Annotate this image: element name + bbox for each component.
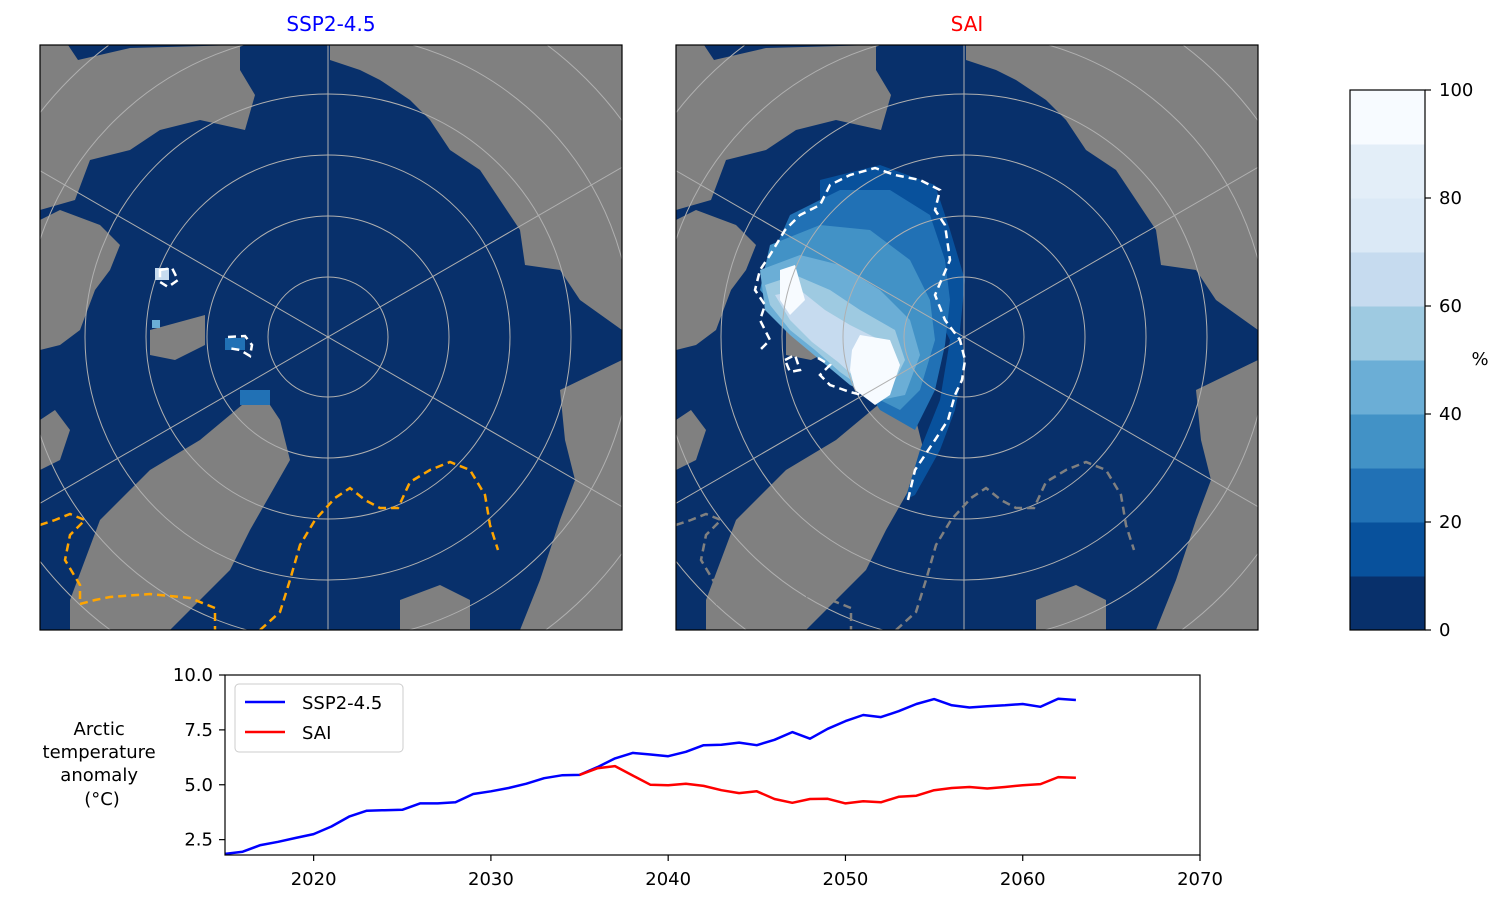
temperature-boundary-contour — [676, 512, 853, 630]
land-canada-west — [40, 210, 120, 350]
colorbar-segment — [1350, 414, 1425, 469]
colorbar-segment — [1350, 522, 1425, 577]
colorbar-segments — [1350, 90, 1425, 631]
x-tick-label: 2060 — [1000, 869, 1046, 890]
ice-band-95 — [780, 265, 900, 405]
y-axis-label: Arctic temperature anomaly (°C) — [43, 719, 162, 810]
y-axis-label-line: temperature — [43, 742, 156, 763]
contours — [676, 166, 1136, 630]
timeseries-panel: Arctic temperature anomaly (°C) 2020 2030… — [43, 665, 1223, 890]
map-graticule — [40, 45, 622, 630]
colorbar-segment — [1350, 306, 1425, 361]
colorbar-tick-label: 80 — [1439, 188, 1462, 209]
map-sai: SAI — [675, 12, 1259, 631]
land-eurasia-top — [330, 45, 622, 330]
x-tick-label: 2050 — [823, 869, 869, 890]
colorbar-segment — [1350, 198, 1425, 253]
map-ssp245-title: SSP2-4.5 — [286, 12, 375, 36]
ice-patch — [152, 320, 160, 328]
land-north-america — [40, 45, 255, 210]
temperature-boundary-contour — [895, 460, 1136, 630]
colorbar-segment — [1350, 252, 1425, 307]
land-europe-south — [1036, 585, 1106, 630]
land-greenland — [150, 315, 205, 360]
colorbar-segment — [1350, 468, 1425, 523]
colorbar-label: % — [1471, 349, 1488, 370]
land-scandinavia — [706, 390, 926, 630]
land-north-america — [676, 45, 891, 210]
map-ssp245: SSP2-4.5 — [39, 12, 623, 631]
colorbar-ticks: 0 20 40 60 80 100 — [1425, 80, 1473, 641]
temperature-boundary-contour — [259, 460, 500, 630]
ice-edge-contour — [158, 266, 180, 289]
y-axis-label-line: anomaly — [60, 765, 138, 786]
land-eurasia-top — [966, 45, 1258, 330]
colorbar-segment — [1350, 360, 1425, 415]
timeseries-frame — [224, 674, 1201, 856]
ice-edge-contour — [227, 334, 254, 359]
series-line-sai — [579, 764, 1076, 805]
land-canada-west — [676, 210, 756, 350]
land-russia-south — [520, 360, 622, 630]
y-axis-label-line: (°C) — [84, 789, 120, 810]
land-europe-south — [400, 585, 470, 630]
y-tick-label: 5.0 — [184, 775, 213, 796]
map-frame — [675, 44, 1259, 631]
legend-label-ssp245: SSP2-4.5 — [302, 693, 382, 714]
land-scandinavia — [70, 390, 290, 630]
x-tick-label: 2040 — [645, 869, 691, 890]
ice-edge-contour — [783, 353, 802, 374]
ice-edge-contour — [817, 356, 863, 397]
legend: SSP2-4.5 SAI — [234, 683, 404, 753]
colorbar-segment — [1350, 144, 1425, 199]
x-tick-label: 2020 — [291, 869, 337, 890]
colorbar-segment — [1350, 576, 1425, 631]
series-line-ssp245 — [225, 697, 1076, 855]
colorbar-tick-label: 60 — [1439, 296, 1462, 317]
timeseries-ticks: 2020 2030 2040 2050 2060 2070 2.5 5.0 7.5 10.0 — [173, 665, 1223, 890]
map-sai-title: SAI — [951, 12, 984, 36]
ice-patch — [225, 338, 245, 350]
timeseries-lines — [225, 697, 1076, 855]
map-frame — [39, 44, 623, 631]
colorbar-tick-label: 0 — [1439, 620, 1450, 641]
sea-ice-patches — [152, 268, 270, 405]
y-tick-label: 10.0 — [173, 665, 213, 686]
contours — [40, 266, 500, 630]
temperature-boundary-contour — [40, 512, 217, 630]
x-tick-label: 2030 — [468, 869, 514, 890]
colorbar-frame — [1349, 89, 1426, 631]
colorbar-tick-label: 40 — [1439, 404, 1462, 425]
x-tick-label: 2070 — [1177, 869, 1223, 890]
map-graticule — [676, 45, 1258, 630]
land-russia-south — [1156, 360, 1258, 630]
colorbar-segment — [1350, 90, 1425, 145]
ice-patch — [240, 390, 270, 405]
ice-patch — [155, 268, 169, 280]
y-tick-label: 2.5 — [184, 830, 213, 851]
colorbar-tick-label: 20 — [1439, 512, 1462, 533]
colorbar-tick-label: 100 — [1439, 80, 1473, 101]
land-masses — [40, 45, 622, 630]
ice-edge-contour — [753, 166, 967, 501]
colorbar: 0 20 40 60 80 100 % — [1349, 80, 1489, 641]
y-axis-label-line: Arctic — [74, 719, 125, 740]
sea-ice-fraction — [760, 165, 965, 500]
y-tick-label: 7.5 — [184, 720, 213, 741]
legend-label-sai: SAI — [302, 723, 331, 744]
